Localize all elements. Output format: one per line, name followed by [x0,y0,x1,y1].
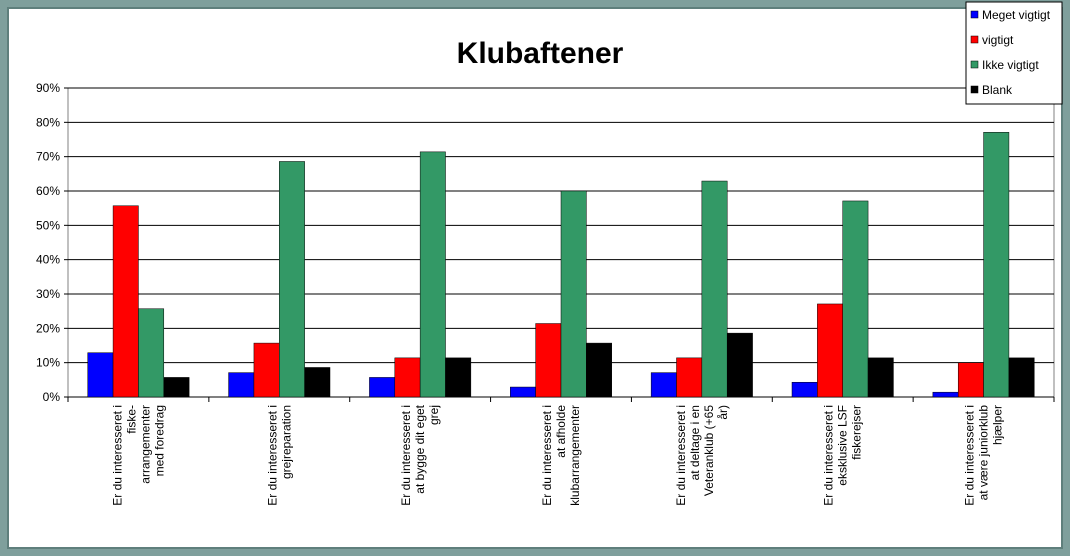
legend-swatch [970,35,979,44]
y-tick-label: 80% [36,115,60,129]
bar [791,381,818,398]
legend-swatch [970,10,979,19]
bar [394,357,421,398]
bar [676,357,703,398]
bar [369,377,396,398]
y-tick-label: 50% [36,218,60,232]
y-tick-label: 20% [36,321,60,335]
bar [535,323,562,398]
x-tick-label: Er du interesseret igrejreparation [265,405,293,506]
y-tick-label: 70% [36,150,60,164]
x-tick-label: Er du interesseret ifiske-arrangementerm… [110,405,166,506]
bar [817,303,843,398]
legend-label: Ikke vigtigt [982,58,1039,72]
legend-label: Blank [982,83,1013,97]
bar [560,190,587,398]
bar [726,332,753,398]
bar [87,352,114,398]
chart-title: Klubaftener [457,37,624,70]
bar [842,200,869,398]
bar [867,357,894,398]
bar [957,362,984,398]
y-tick-label: 90% [36,81,60,95]
legend [965,1,1063,105]
legend-swatch [970,60,979,69]
y-tick-label: 40% [36,253,60,267]
y-tick-label: 10% [36,356,60,370]
bar [253,342,280,398]
y-tick-label: 30% [36,287,60,301]
x-tick-label: Er du interesseret ieksklusive LSFfisker… [822,405,864,506]
x-tick-label: Er du interesseret iat bygge dit egetgre… [399,404,441,505]
bar [279,161,305,398]
x-tick-label: Er du interesseret iat deltage i enVeter… [674,405,730,506]
bar [138,308,165,398]
legend-swatch [970,85,979,94]
bar [932,391,959,398]
bar [112,205,139,398]
x-tick-label: Er du interesseret iat være juniorklubhj… [963,405,1005,506]
bar [983,132,1010,398]
legend-label: Meget vigtigt [982,8,1051,22]
bar [445,357,472,398]
bar [419,151,446,398]
legend-label: vigtigt [982,33,1014,47]
y-tick-label: 60% [36,184,60,198]
bar [1008,357,1035,398]
bar [163,377,190,398]
chart-area [7,7,1063,549]
bar [650,372,677,398]
y-tick-label: 0% [43,390,61,404]
bar [304,367,331,398]
bar [701,180,728,398]
x-tick-label: Er du interesseret iat afholdeklubarrang… [540,405,582,506]
bar [586,342,612,398]
bar [510,386,536,398]
bar [228,372,255,398]
